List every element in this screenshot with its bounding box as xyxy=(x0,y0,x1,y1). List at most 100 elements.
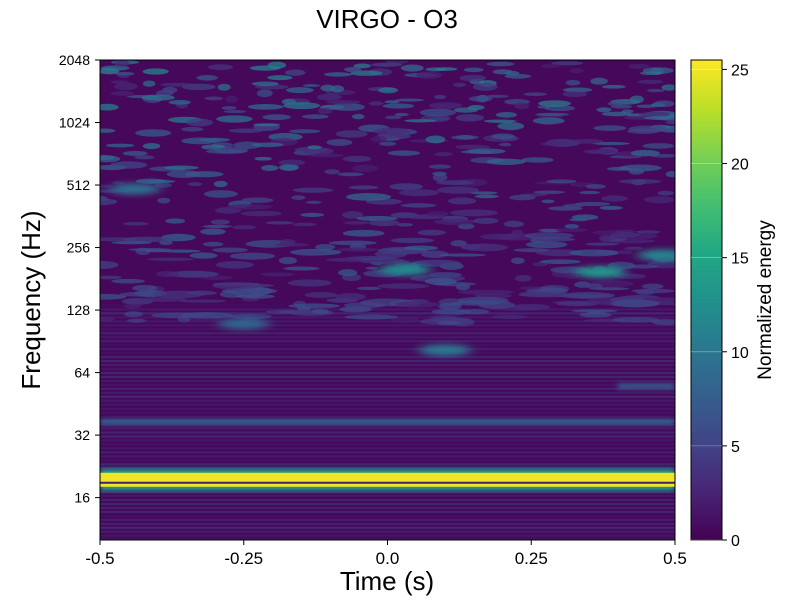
colorbar: 0 5 10 15 20 25 xyxy=(690,59,749,550)
noise-streak xyxy=(100,439,675,442)
noise-speck xyxy=(636,104,657,108)
colorbar-tick-label: 5 xyxy=(731,439,740,456)
noise-streak xyxy=(100,463,675,466)
noise-speck xyxy=(570,138,604,144)
noise-speck xyxy=(262,114,291,121)
noise-streak xyxy=(100,526,675,529)
noise-speck xyxy=(225,95,239,104)
noise-streak xyxy=(100,359,675,363)
noise-speck xyxy=(434,152,453,157)
noise-speck xyxy=(100,68,120,75)
noise-speck xyxy=(317,107,333,115)
noise-streak xyxy=(100,344,675,347)
noise-streak xyxy=(100,455,675,458)
noise-speck xyxy=(368,101,384,106)
noise-speck xyxy=(438,302,462,310)
noise-streak xyxy=(100,367,675,371)
noise-speck xyxy=(189,252,218,259)
noise-speck xyxy=(492,314,528,320)
noise-speck xyxy=(315,244,336,250)
noise-speck xyxy=(590,77,608,85)
noise-speck xyxy=(330,103,366,111)
energy-band-dip xyxy=(100,481,675,484)
noise-speck xyxy=(653,100,675,107)
noise-speck xyxy=(122,236,172,243)
noise-speck xyxy=(511,257,525,264)
noise-streak xyxy=(100,435,675,438)
noise-speck xyxy=(204,96,224,101)
noise-speck xyxy=(123,303,142,309)
noise-speck xyxy=(448,197,477,205)
noise-speck xyxy=(569,249,619,257)
noise-speck xyxy=(350,70,383,76)
noise-streak xyxy=(100,451,675,454)
noise-speck xyxy=(607,101,624,106)
noise-speck xyxy=(203,190,238,198)
noise-speck xyxy=(635,289,655,295)
plot-area xyxy=(100,60,675,540)
noise-speck xyxy=(524,232,574,240)
noise-speck xyxy=(639,111,670,117)
colorbar-tick-label: 25 xyxy=(731,62,749,79)
noise-speck xyxy=(665,171,675,178)
noise-speck xyxy=(341,211,364,219)
noise-speck xyxy=(287,279,332,287)
noise-speck xyxy=(451,135,480,140)
x-tick-label: 0.25 xyxy=(515,549,548,568)
noise-speck xyxy=(165,218,186,224)
noise-speck xyxy=(419,108,456,117)
noise-speck xyxy=(385,248,411,252)
noise-speck xyxy=(432,173,448,182)
noise-streak xyxy=(100,391,675,394)
noise-speck xyxy=(374,250,408,259)
noise-speck xyxy=(353,63,371,69)
noise-speck xyxy=(453,107,478,113)
noise-speck xyxy=(387,150,420,156)
noise-speck xyxy=(568,68,584,74)
noise-speck xyxy=(137,297,188,302)
noise-speck xyxy=(370,135,387,143)
x-tick-label: 0.5 xyxy=(663,549,687,568)
noise-speck xyxy=(278,256,298,265)
noise-speck xyxy=(459,74,487,82)
noise-speck xyxy=(100,275,122,280)
noise-speck xyxy=(324,169,340,175)
noise-speck xyxy=(307,145,322,150)
noise-speck xyxy=(384,100,400,104)
noise-speck xyxy=(154,182,173,188)
noise-streak xyxy=(100,530,675,533)
noise-speck xyxy=(435,67,458,71)
noise-speck xyxy=(142,142,161,150)
noise-speck xyxy=(394,112,409,117)
noise-speck xyxy=(562,87,593,93)
y-tick-label: 32 xyxy=(74,427,90,443)
noise-streak xyxy=(100,375,675,379)
y-tick-label: 16 xyxy=(74,490,90,506)
noise-speck xyxy=(416,71,442,79)
noise-speck xyxy=(486,158,526,165)
y-tick-label: 512 xyxy=(67,177,91,193)
noise-speck xyxy=(267,61,287,69)
noise-speck xyxy=(226,204,273,210)
noise-speck xyxy=(431,308,472,315)
energy-band xyxy=(617,383,675,390)
noise-streak xyxy=(100,387,675,390)
noise-streak xyxy=(100,324,675,327)
noise-speck xyxy=(252,123,281,127)
noise-streak xyxy=(100,336,675,339)
noise-speck xyxy=(196,74,219,81)
noise-speck xyxy=(100,198,118,206)
noise-speck xyxy=(205,149,248,154)
noise-speck xyxy=(229,313,272,320)
noise-speck xyxy=(280,238,296,246)
noise-speck xyxy=(105,143,135,148)
noise-speck xyxy=(434,94,447,100)
noise-speck xyxy=(511,229,524,237)
noise-speck xyxy=(113,82,138,91)
noise-speck xyxy=(110,161,148,169)
noise-speck xyxy=(628,63,650,69)
noise-speck xyxy=(342,229,385,237)
noise-streak xyxy=(100,371,675,375)
